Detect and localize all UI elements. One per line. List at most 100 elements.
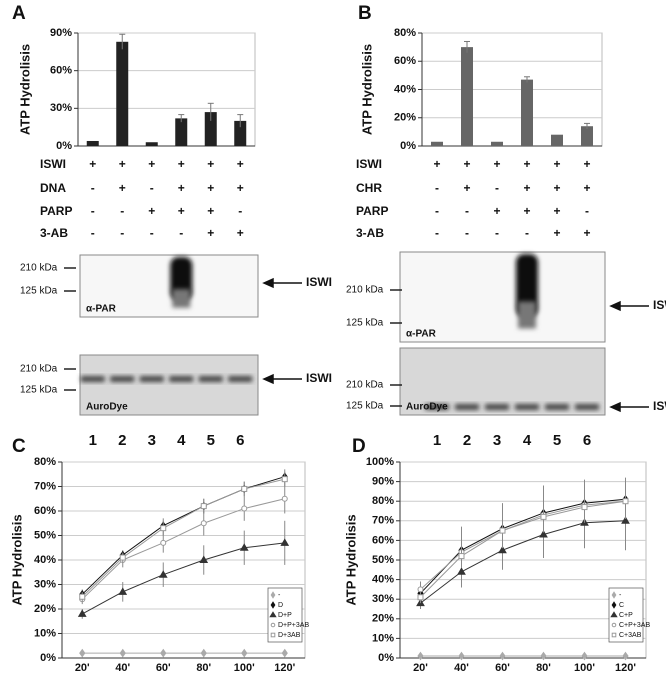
marker-label: 210 kDa bbox=[346, 380, 384, 391]
condition-sign: - bbox=[120, 226, 124, 240]
condition-sign: - bbox=[435, 204, 439, 218]
condition-sign: - bbox=[91, 226, 95, 240]
panel-label: B bbox=[358, 3, 372, 24]
legend-label: C+P+3AB bbox=[619, 622, 650, 629]
panel-label: A bbox=[12, 3, 26, 24]
condition-sign: - bbox=[238, 204, 242, 218]
y-tick-label: 0% bbox=[40, 652, 56, 664]
bar bbox=[234, 120, 247, 146]
point bbox=[499, 651, 506, 661]
point bbox=[241, 648, 248, 658]
plot-frame bbox=[77, 32, 256, 147]
legend-marker bbox=[611, 601, 617, 609]
lane-number: 2 bbox=[118, 432, 126, 449]
x-tick-label: 20' bbox=[413, 662, 428, 674]
x-tick-label: 100' bbox=[234, 662, 255, 674]
lane-number: 6 bbox=[583, 432, 591, 449]
point bbox=[458, 651, 465, 661]
x-tick-label: 80' bbox=[196, 662, 211, 674]
condition-sign: + bbox=[583, 226, 590, 240]
point bbox=[622, 498, 629, 505]
condition-sign: + bbox=[523, 181, 530, 195]
condition-sign: + bbox=[178, 157, 185, 171]
series-line bbox=[81, 498, 285, 600]
condition-name: CHR bbox=[356, 181, 382, 195]
y-tick-label: 80% bbox=[394, 27, 416, 39]
arrow bbox=[262, 373, 302, 385]
condition-sign: - bbox=[120, 204, 124, 218]
y-tick-label: 40% bbox=[372, 574, 394, 586]
arrow bbox=[262, 277, 302, 289]
blot-band bbox=[575, 404, 599, 410]
legend-label: C+P bbox=[619, 612, 633, 619]
y-tick-label: 30% bbox=[34, 578, 56, 590]
blot-band bbox=[455, 404, 479, 410]
point bbox=[417, 594, 424, 601]
point bbox=[158, 570, 168, 578]
y-tick-label: 50% bbox=[34, 529, 56, 541]
condition-sign: + bbox=[89, 157, 96, 171]
x-tick-label: 60' bbox=[156, 662, 171, 674]
legend-marker bbox=[270, 601, 276, 609]
lane-number: 1 bbox=[89, 432, 97, 449]
stain-label: AuroDye bbox=[86, 402, 128, 413]
condition-sign: + bbox=[553, 181, 560, 195]
series-line bbox=[82, 542, 285, 615]
point bbox=[119, 554, 126, 561]
x-tick-label: 100' bbox=[574, 662, 595, 674]
point bbox=[281, 495, 288, 502]
point bbox=[200, 520, 207, 527]
condition-sign: + bbox=[207, 204, 214, 218]
condition-sign: + bbox=[493, 204, 500, 218]
series-line bbox=[420, 500, 626, 598]
blot-band bbox=[545, 404, 569, 410]
y-axis-label: ATP Hydrolisis bbox=[9, 514, 24, 605]
blot-band bbox=[485, 404, 509, 410]
bar bbox=[581, 126, 593, 146]
condition-name: ISWI bbox=[356, 157, 382, 171]
bar bbox=[204, 112, 217, 146]
x-tick-label: 40' bbox=[454, 662, 469, 674]
lane-number: 2 bbox=[463, 432, 471, 449]
point bbox=[498, 545, 507, 554]
blot-band bbox=[425, 404, 449, 410]
y-tick-label: 20% bbox=[372, 613, 394, 625]
condition-sign: + bbox=[207, 157, 214, 171]
condition-sign: + bbox=[207, 181, 214, 195]
bar bbox=[145, 142, 158, 146]
legend-label: - bbox=[619, 592, 622, 599]
y-tick-label: 60% bbox=[372, 534, 394, 546]
condition-sign: - bbox=[465, 204, 469, 218]
y-tick-label: 40% bbox=[394, 83, 416, 95]
x-tick-label: 20' bbox=[75, 662, 90, 674]
y-axis-label: ATP Hydrolisis bbox=[343, 514, 358, 605]
condition-sign: + bbox=[148, 157, 155, 171]
y-tick-label: 30% bbox=[50, 102, 72, 114]
stain-label: α-PAR bbox=[406, 329, 437, 340]
legend-label: D bbox=[278, 602, 283, 609]
stain-label: α-PAR bbox=[86, 304, 117, 315]
point bbox=[581, 651, 588, 661]
target-label: ISWI bbox=[653, 399, 666, 413]
point bbox=[160, 539, 167, 546]
legend-marker bbox=[270, 622, 276, 628]
marker-label: 125 kDa bbox=[346, 318, 384, 329]
x-tick-label: 60' bbox=[495, 662, 510, 674]
y-tick-label: 50% bbox=[372, 554, 394, 566]
condition-sign: + bbox=[553, 157, 560, 171]
condition-name: PARP bbox=[356, 204, 388, 218]
point bbox=[417, 586, 424, 593]
condition-sign: + bbox=[207, 226, 214, 240]
legend-label: D+3AB bbox=[278, 632, 301, 639]
condition-sign: + bbox=[523, 204, 530, 218]
condition-sign: + bbox=[119, 157, 126, 171]
y-tick-label: 20% bbox=[394, 112, 416, 124]
point bbox=[499, 527, 506, 534]
condition-sign: + bbox=[553, 226, 560, 240]
bar bbox=[431, 141, 443, 146]
condition-name: PARP bbox=[40, 204, 72, 218]
blot-smear bbox=[172, 289, 191, 308]
condition-sign: - bbox=[495, 181, 499, 195]
y-tick-label: 90% bbox=[372, 476, 394, 488]
x-tick-label: 80' bbox=[536, 662, 551, 674]
